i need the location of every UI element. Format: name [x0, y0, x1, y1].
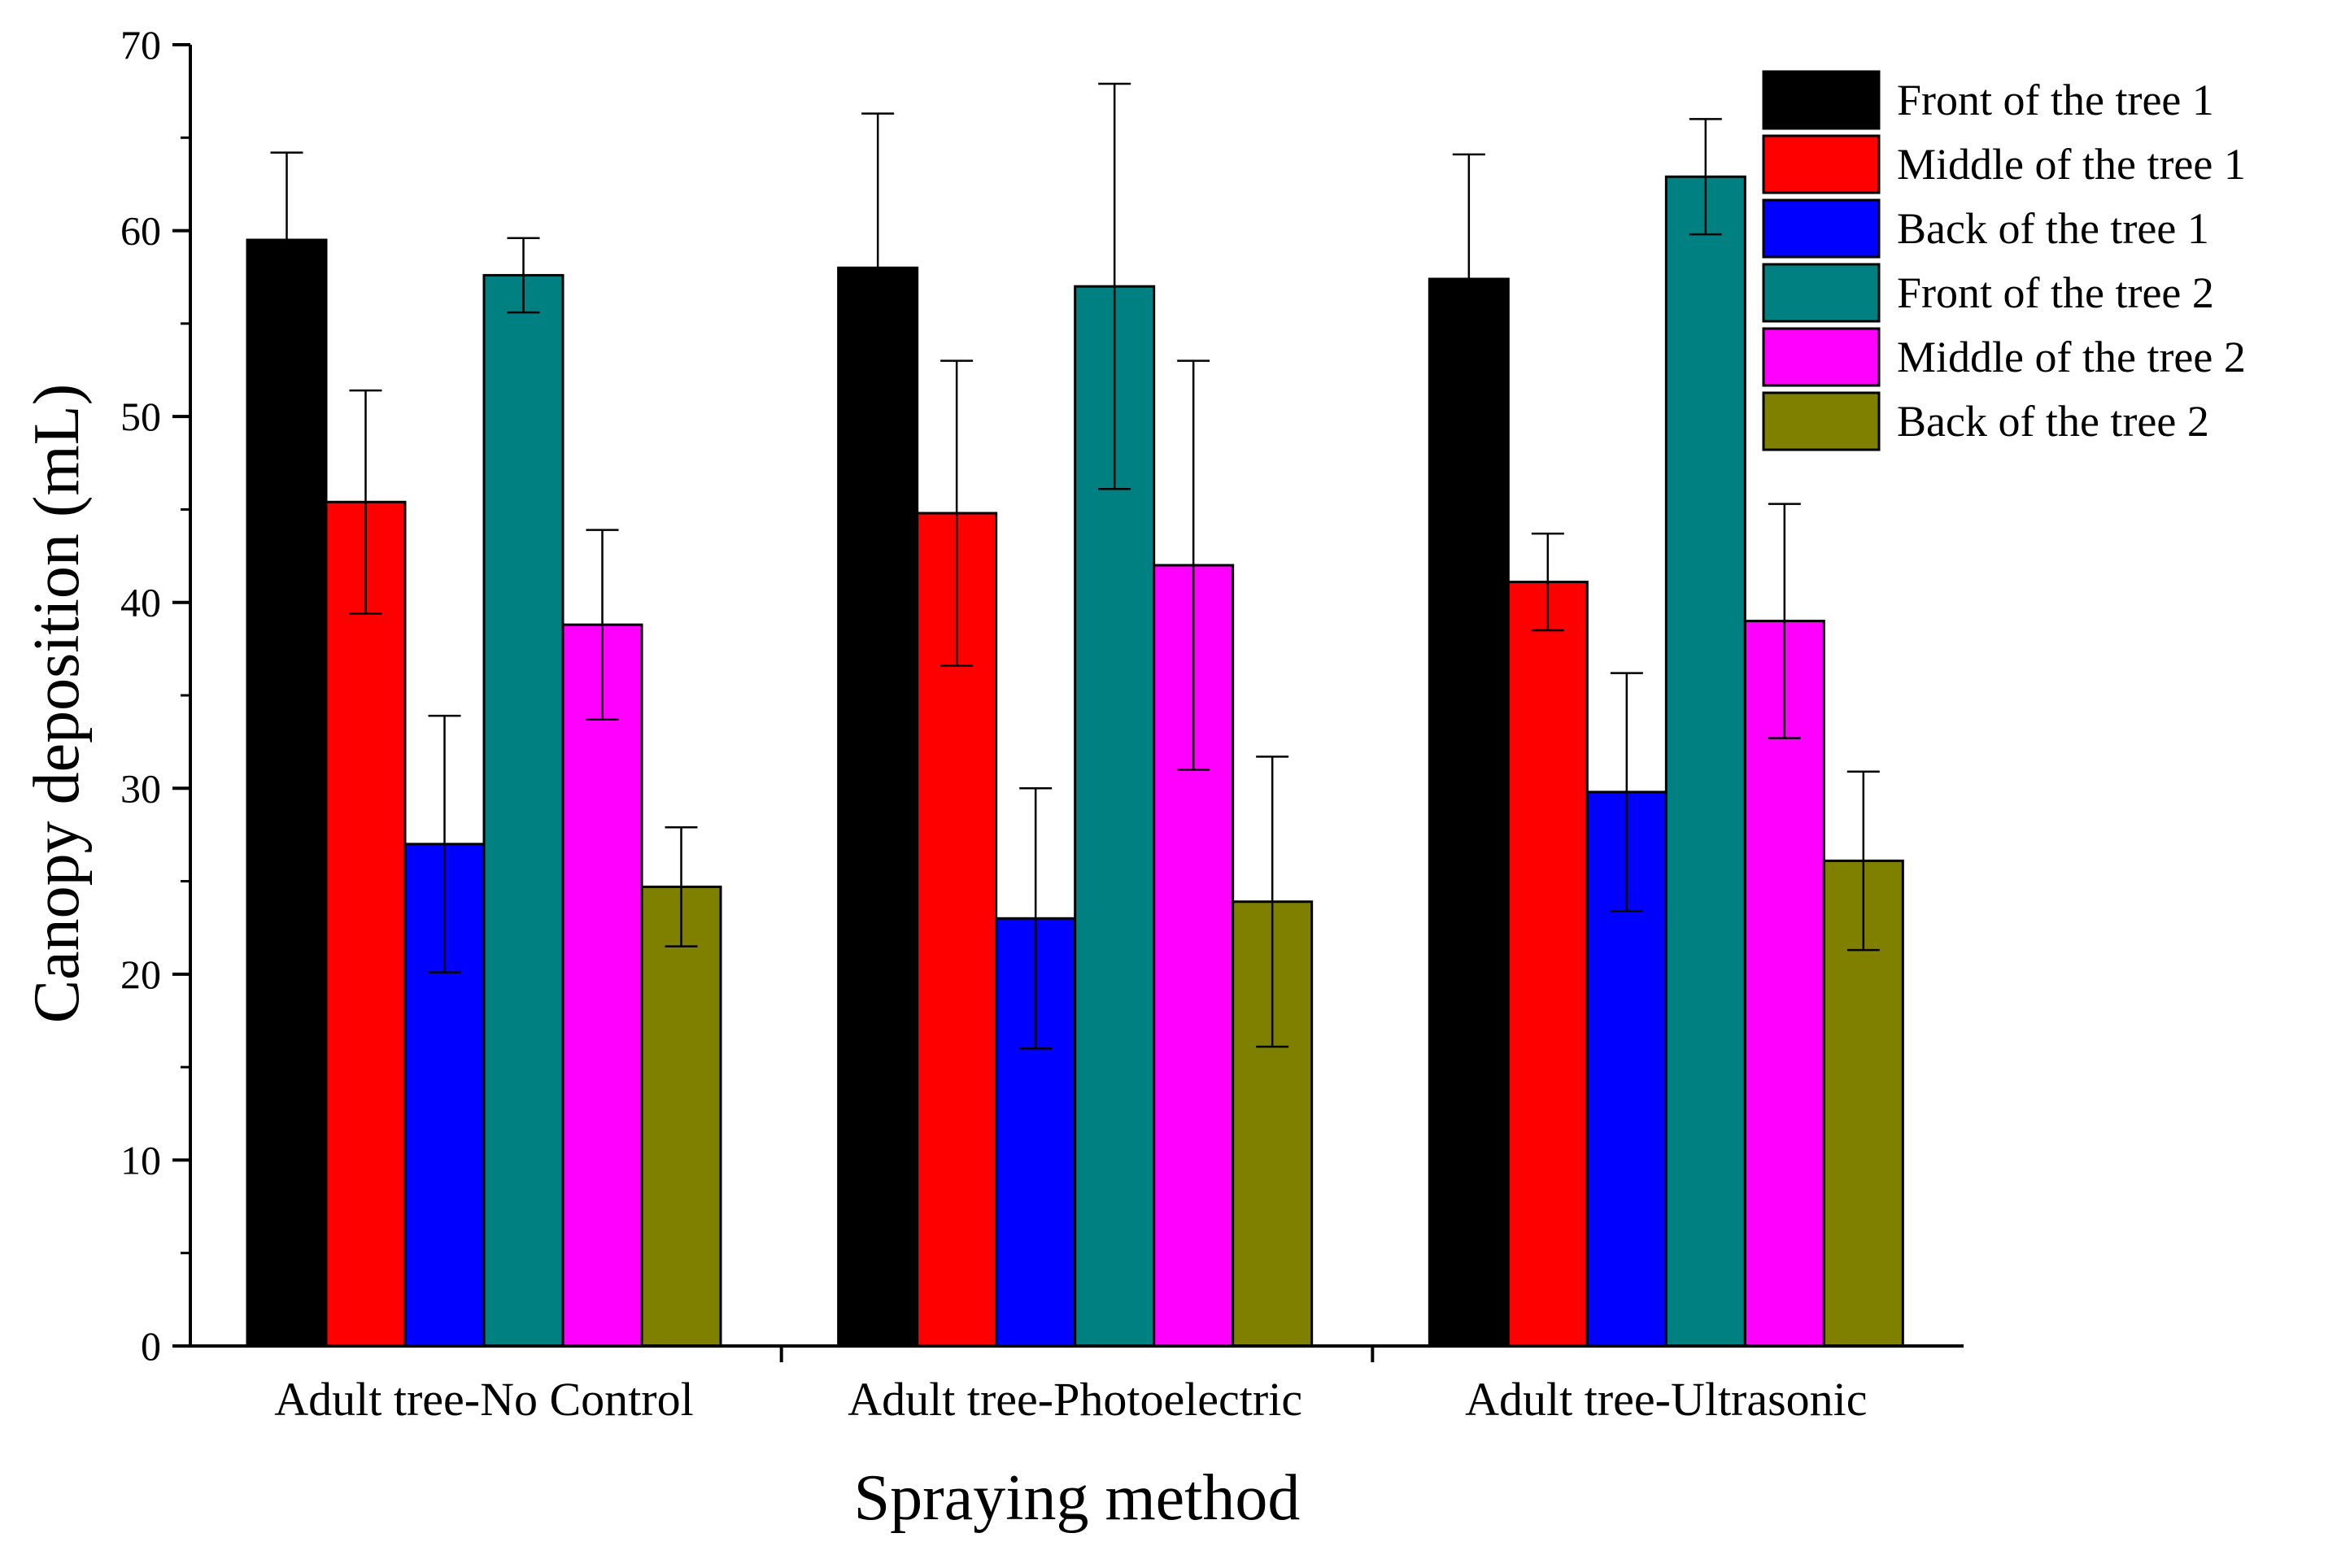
- bar: [640, 885, 722, 1348]
- x-axis-title: Spraying method: [854, 1462, 1301, 1534]
- y-tick-label: 20: [120, 952, 161, 997]
- x-category-label: Adult tree-No Control: [274, 1373, 693, 1426]
- x-ticks: Adult tree-No Control Adult tree-Photoele…: [274, 1346, 1868, 1426]
- bar: [1743, 620, 1825, 1348]
- bar: [1506, 581, 1589, 1348]
- y-tick-label: 60: [120, 208, 161, 254]
- legend-label: Back of the tree 1: [1897, 204, 2209, 253]
- legend-swatch: [1762, 70, 1881, 130]
- y-tick-label: 50: [120, 394, 161, 439]
- legend-swatch: [1762, 263, 1881, 323]
- error-bars-layer: [270, 82, 1880, 1050]
- y-tick-label: 40: [120, 580, 161, 625]
- y-tick-label: 10: [120, 1137, 161, 1183]
- x-category-label: Adult tree-Ultrasonic: [1465, 1373, 1867, 1426]
- bars-layer: [246, 175, 1904, 1348]
- bar: [482, 273, 565, 1348]
- legend-label: Middle of the tree 2: [1897, 333, 2246, 381]
- y-tick-label: 0: [141, 1323, 161, 1369]
- legend-label: Front of the tree 2: [1897, 268, 2214, 317]
- y-tick-label: 30: [120, 765, 161, 811]
- legend: Front of the tree 1 Middle of the tree 1 B…: [1762, 70, 2246, 451]
- legend-label: Back of the tree 2: [1897, 397, 2209, 446]
- legend-swatch: [1762, 327, 1881, 387]
- x-category-label: Adult tree-Photoelectric: [848, 1373, 1302, 1426]
- legend-label: Middle of the tree 1: [1897, 140, 2246, 189]
- bar: [561, 623, 643, 1348]
- legend-swatch: [1762, 198, 1881, 259]
- bar: [325, 500, 407, 1348]
- bar: [837, 266, 919, 1348]
- y-axis-title: Canopy deposition (mL): [21, 384, 93, 1024]
- legend-label: Front of the tree 1: [1897, 76, 2214, 124]
- legend-swatch: [1762, 391, 1881, 451]
- y-ticks: 0 10 20 30 40 50 60 70: [120, 22, 190, 1369]
- legend-swatch: [1762, 134, 1881, 194]
- bar: [1664, 175, 1746, 1348]
- bar: [1428, 277, 1510, 1348]
- y-tick-label: 70: [120, 22, 161, 68]
- bar: [246, 238, 328, 1348]
